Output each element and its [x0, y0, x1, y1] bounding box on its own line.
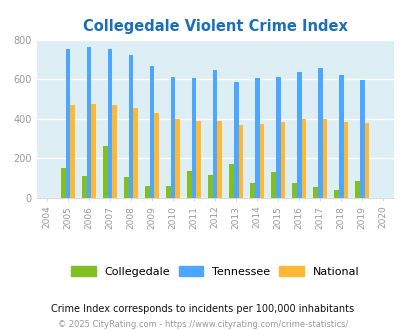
Bar — [103, 146, 107, 198]
Text: Crime Index corresponds to incidents per 100,000 inhabitants: Crime Index corresponds to incidents per… — [51, 304, 354, 314]
Bar — [112, 105, 117, 198]
Bar — [175, 119, 180, 198]
Bar — [292, 183, 296, 198]
Bar — [359, 80, 364, 198]
Bar — [238, 125, 243, 198]
Bar — [91, 104, 96, 198]
Bar — [271, 172, 275, 198]
Bar — [233, 82, 238, 198]
Bar — [82, 176, 87, 198]
Bar — [133, 108, 138, 198]
Bar — [322, 119, 326, 198]
Bar — [334, 190, 338, 198]
Bar — [61, 168, 66, 198]
Bar — [128, 55, 133, 198]
Bar — [166, 185, 171, 198]
Bar — [301, 119, 305, 198]
Bar — [187, 171, 192, 198]
Bar — [171, 77, 175, 198]
Bar — [343, 122, 347, 198]
Bar — [354, 181, 359, 198]
Bar — [196, 121, 200, 198]
Bar — [280, 122, 284, 198]
Bar — [145, 185, 149, 198]
Bar — [149, 66, 154, 198]
Bar — [124, 177, 128, 198]
Bar — [208, 175, 212, 198]
Bar — [192, 78, 196, 198]
Bar — [66, 49, 70, 198]
Bar — [338, 75, 343, 198]
Bar — [313, 187, 317, 198]
Bar — [87, 47, 91, 198]
Bar — [154, 113, 159, 198]
Bar — [70, 105, 75, 198]
Title: Collegedale Violent Crime Index: Collegedale Violent Crime Index — [83, 19, 347, 34]
Bar — [364, 123, 368, 198]
Bar — [217, 121, 222, 198]
Bar — [275, 77, 280, 198]
Bar — [229, 164, 233, 198]
Bar — [107, 49, 112, 198]
Bar — [212, 70, 217, 198]
Text: © 2025 CityRating.com - https://www.cityrating.com/crime-statistics/: © 2025 CityRating.com - https://www.city… — [58, 320, 347, 329]
Bar — [317, 68, 322, 198]
Legend: Collegedale, Tennessee, National: Collegedale, Tennessee, National — [66, 261, 363, 281]
Bar — [296, 72, 301, 198]
Bar — [254, 78, 259, 198]
Bar — [259, 123, 264, 198]
Bar — [249, 183, 254, 198]
